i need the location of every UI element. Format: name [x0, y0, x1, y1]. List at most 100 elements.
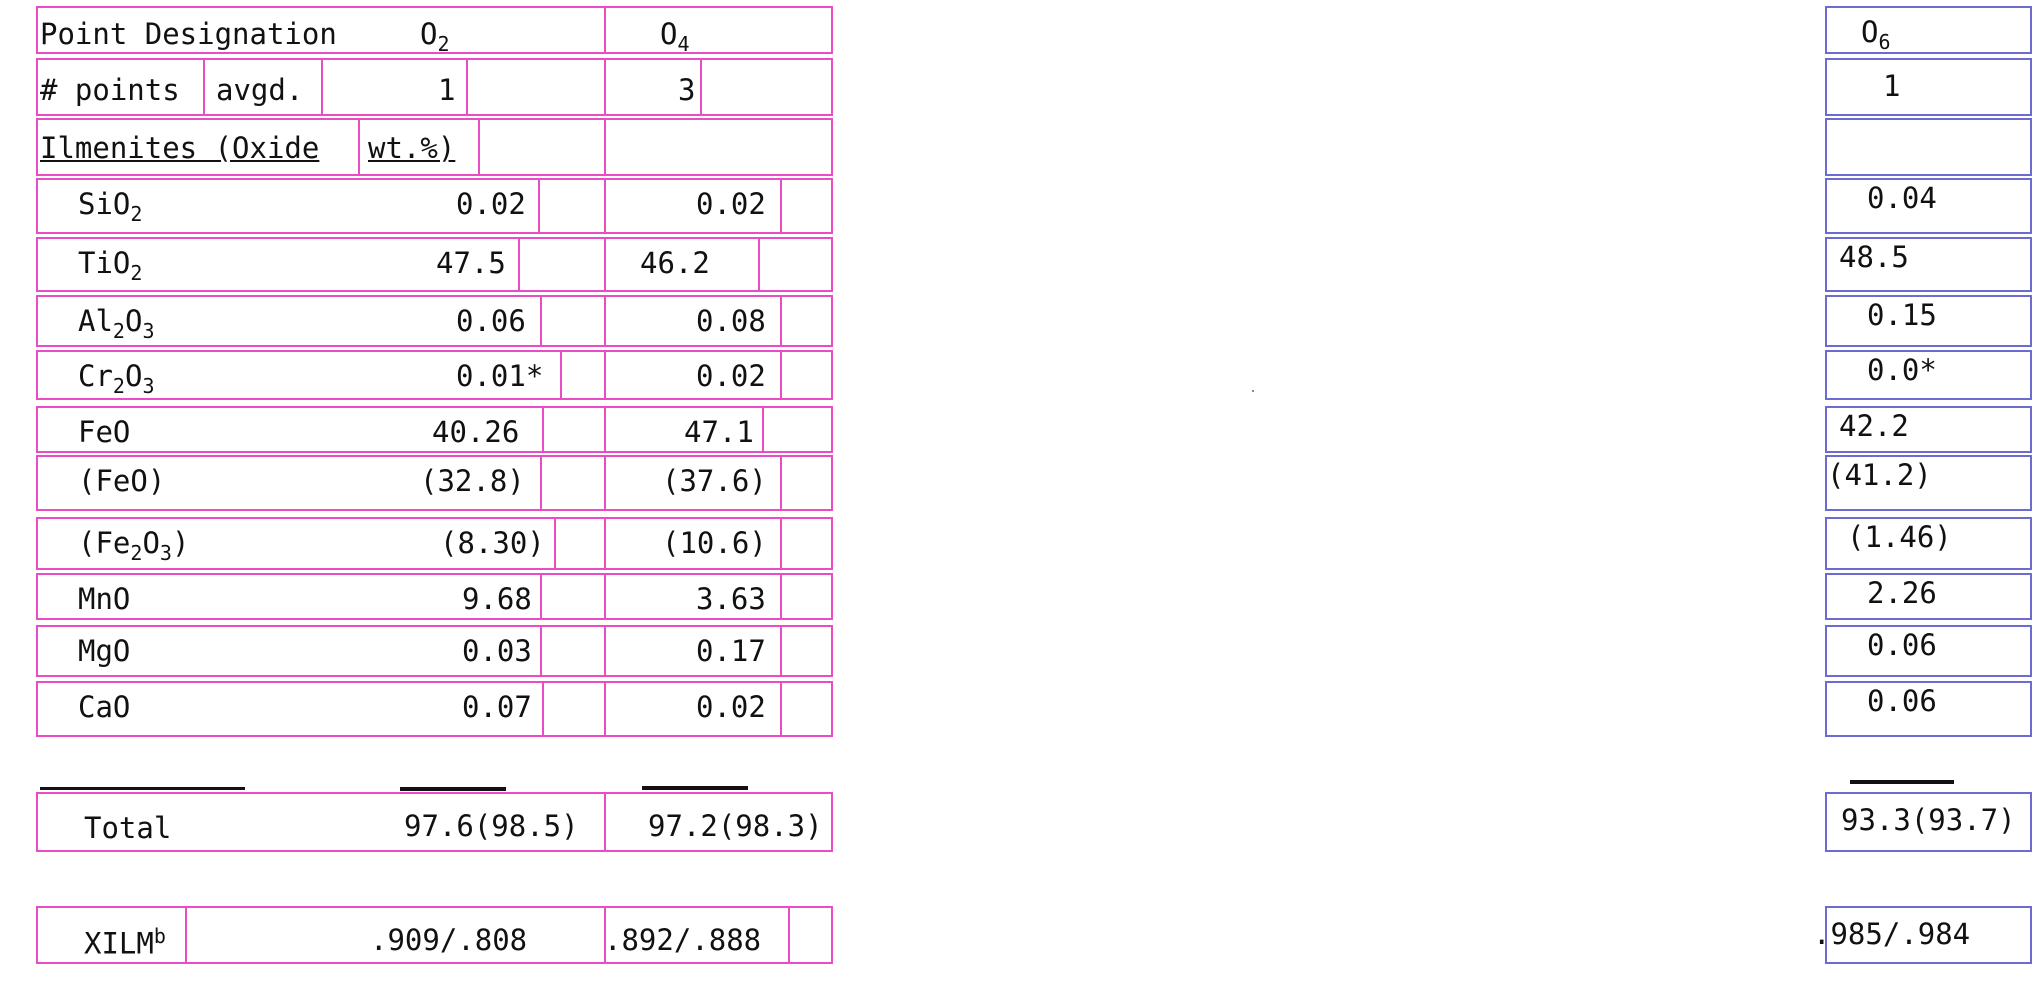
data-row: SiO2 0.02 0.02 [36, 178, 833, 234]
row-value-col2: 0.17 [696, 634, 766, 668]
column-divider [542, 683, 544, 735]
row-value-col2: 3.63 [696, 582, 766, 616]
col1-header: O2 [420, 17, 450, 56]
row-value-col2: 0.02 [696, 690, 766, 724]
points-label: # points [40, 73, 180, 107]
row-value-col1: 0.01* [456, 359, 544, 393]
col3-data-row: 0.15 [1825, 295, 2032, 347]
section-unit: wt.%) [368, 131, 456, 165]
row-label: FeO [78, 415, 131, 449]
avgd-label: avgd. [216, 73, 304, 107]
row-label: (Fe2O3) [78, 526, 190, 565]
points-col2: 3 [678, 73, 696, 107]
column-divider [780, 297, 782, 345]
row-value-col3: 0.04 [1867, 181, 1937, 215]
row-label: SiO2 [78, 187, 143, 226]
column-divider [540, 297, 542, 345]
column-divider [604, 408, 606, 451]
column-divider [780, 627, 782, 675]
row-value-col3: 0.06 [1867, 628, 1937, 662]
column-divider [540, 627, 542, 675]
total-col1: 97.6(98.5) [404, 809, 579, 843]
column-divider [542, 408, 544, 451]
column-divider [780, 352, 782, 398]
col3-data-row: 2.26 [1825, 573, 2032, 620]
column-divider [358, 120, 360, 174]
column-divider [466, 60, 468, 114]
total-rule [40, 787, 245, 790]
column-divider [554, 519, 556, 568]
column-divider [788, 908, 790, 962]
column-divider [780, 180, 782, 232]
total-rule [642, 786, 748, 790]
column-divider [321, 60, 323, 114]
col3-xilm-box: .985/.984 [1813, 906, 2032, 964]
row-value-col1: 47.5 [436, 246, 506, 280]
col3-data-row: (41.2) [1825, 455, 2032, 511]
column-divider [604, 908, 606, 962]
row-label: MgO [78, 634, 131, 668]
xilm-col2: .892/.888 [604, 923, 762, 957]
col3-header-box: O6 [1825, 6, 2032, 54]
data-row: CaO 0.07 0.02 [36, 681, 833, 737]
column-divider [604, 457, 606, 509]
row-value-col1: 40.26 [432, 415, 520, 449]
header-row: Point Designation O2 O4 [36, 6, 833, 54]
row-value-col2: 0.02 [696, 359, 766, 393]
points-col1: 1 [438, 73, 456, 107]
column-divider [604, 60, 606, 114]
row-label: CaO [78, 690, 131, 724]
data-row: FeO 40.26 47.1 [36, 406, 833, 453]
column-divider [604, 352, 606, 398]
row-value-col1: 0.06 [456, 304, 526, 338]
row-value-col3: 48.5 [1839, 240, 1909, 274]
col3-data-row: 0.06 [1825, 625, 2032, 677]
row-value-col2: 46.2 [640, 246, 710, 280]
row-value-col1: 9.68 [462, 582, 532, 616]
column-divider [604, 297, 606, 345]
column-divider [780, 683, 782, 735]
row-value-col3: 42.2 [1839, 409, 1909, 443]
data-row: MnO 9.68 3.63 [36, 573, 833, 620]
row-value-col3: 0.15 [1867, 298, 1937, 332]
row-label: Cr2O3 [78, 359, 155, 398]
column-divider [604, 683, 606, 735]
data-row: TiO2 47.5 46.2 [36, 237, 833, 292]
data-row: Al2O3 0.06 0.08 [36, 295, 833, 347]
column-divider [604, 794, 606, 850]
section-label: Ilmenites (Oxide [40, 131, 320, 165]
total-col2: 97.2(98.3) [648, 809, 823, 843]
col3-total-box: 93.3(93.7) [1825, 792, 2032, 852]
total-rule [400, 787, 506, 791]
row-label: MnO [78, 582, 131, 616]
data-row: Cr2O3 0.01* 0.02 [36, 350, 833, 400]
total-row: Total 97.6(98.5) 97.2(98.3) [36, 792, 833, 852]
column-divider [604, 120, 606, 174]
column-divider [604, 239, 606, 290]
row-label: (FeO) [78, 464, 166, 498]
row-value-col3: 2.26 [1867, 576, 1937, 610]
column-divider [700, 60, 702, 114]
points-col3: 1 [1883, 69, 1901, 103]
xilm-col3: .985/.984 [1813, 917, 1971, 951]
column-divider [540, 575, 542, 618]
column-divider [780, 575, 782, 618]
col3-data-row: (1.46) [1825, 517, 2032, 570]
row-value-col1: 0.03 [462, 634, 532, 668]
column-divider [780, 519, 782, 568]
col3-section-box [1825, 118, 2032, 176]
row-value-col3: 0.06 [1867, 684, 1937, 718]
column-divider [762, 408, 764, 451]
row-value-col1: 0.02 [456, 187, 526, 221]
column-divider [604, 180, 606, 232]
row-value-col2: (37.6) [662, 464, 767, 498]
column-divider [604, 627, 606, 675]
column-divider [185, 908, 187, 962]
row-label: Al2O3 [78, 304, 155, 343]
data-row: (FeO) (32.8) (37.6) [36, 455, 833, 511]
column-divider [604, 8, 606, 52]
column-divider [538, 180, 540, 232]
total-col3: 93.3(93.7) [1841, 803, 2016, 837]
col3-data-row: 48.5 [1825, 237, 2032, 292]
